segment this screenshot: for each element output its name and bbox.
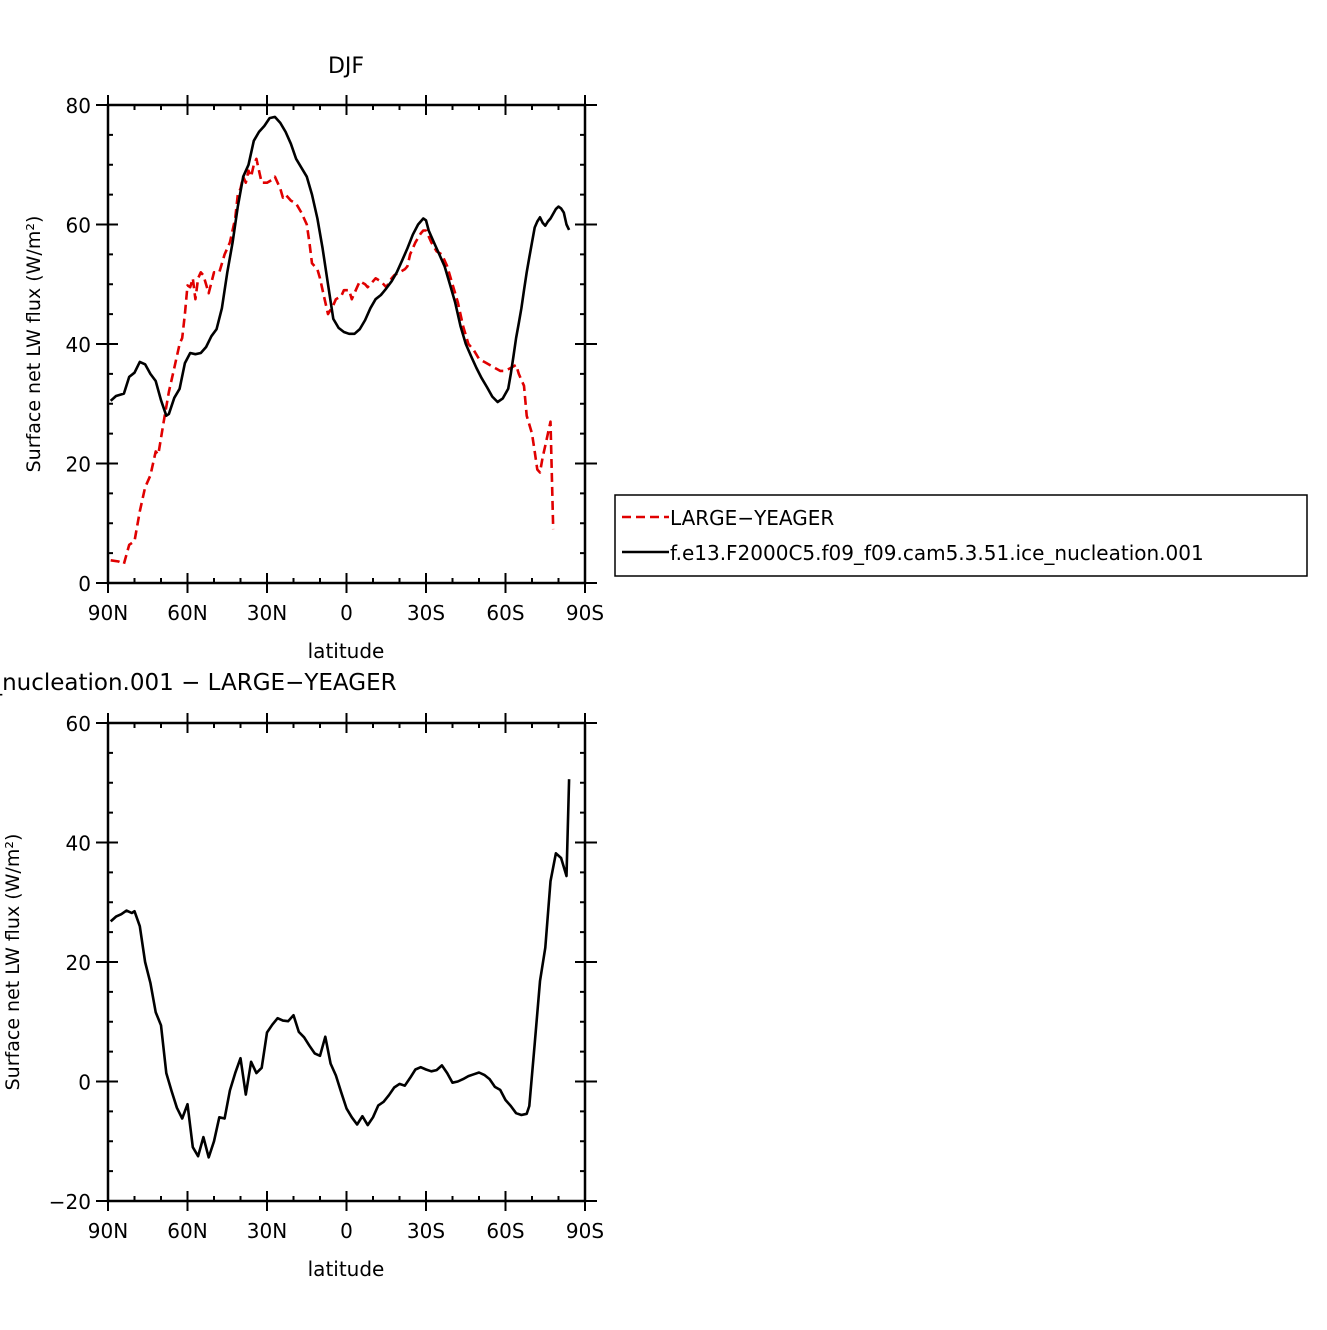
top-frame <box>106 103 587 585</box>
top-ytick-label: 80 <box>66 94 91 118</box>
top-xtick-label: 90S <box>566 601 604 625</box>
bottom-ylabel: Surface net LW flux (W/m²) <box>2 834 24 1091</box>
bottom-ytick-label: 60 <box>66 712 91 736</box>
bottom-xtick-label: 90S <box>566 1219 604 1243</box>
legend-box <box>614 494 1308 577</box>
legend: LARGE−YEAGER f.e13.F2000C5.f09_f09.cam5.… <box>614 494 1308 577</box>
top-xtick-label: 30S <box>407 601 445 625</box>
legend-label-1: LARGE−YEAGER <box>670 506 834 530</box>
top-ytick-label: 60 <box>66 214 91 238</box>
bottom-ytick-label: 0 <box>78 1071 91 1095</box>
top-ytick-label: 20 <box>66 453 91 477</box>
bottom-xlabel: latitude <box>308 1257 385 1281</box>
bottom-xtick-label: 90N <box>88 1219 128 1243</box>
bottom-title: f.e13.F2000C5.f09_f09.cam5.3.51.ice_nucl… <box>0 670 397 696</box>
bottom-series-line-1 <box>109 779 571 1159</box>
bottom-plot-area: 90N 60N 30N 0 30S 60S 90S −20 0 20 40 60 <box>49 712 604 1243</box>
top-series-line-2 <box>109 115 571 418</box>
top-panel: DJF 90N 60N 30N 0 30S 60S 90S 0 20 40 60 80 latitud… <box>23 54 604 663</box>
bottom-panel: f.e13.F2000C5.f09_f09.cam5.3.51.ice_nucl… <box>0 670 604 1281</box>
top-xtick-label: 30N <box>247 601 287 625</box>
bottom-ytick-label: 20 <box>66 951 91 975</box>
top-title: DJF <box>328 54 364 79</box>
top-ytick-label: 0 <box>78 572 91 596</box>
top-ytick-label: 40 <box>66 333 91 357</box>
top-ylabel: Surface net LW flux (W/m²) <box>23 216 45 473</box>
bottom-xtick-label: 0 <box>340 1219 353 1243</box>
bottom-xtick-label: 60S <box>486 1219 524 1243</box>
top-series-line-1 <box>110 157 555 566</box>
bottom-xtick-label: 60N <box>167 1219 207 1243</box>
top-xtick-label: 60N <box>167 601 207 625</box>
bottom-frame <box>106 721 587 1203</box>
top-xtick-label: 60S <box>486 601 524 625</box>
top-xtick-label: 0 <box>340 601 353 625</box>
bottom-xtick-label: 30N <box>247 1219 287 1243</box>
top-plot-area: 90N 60N 30N 0 30S 60S 90S 0 20 40 60 80 <box>66 94 605 625</box>
top-xtick-label: 90N <box>88 601 128 625</box>
bottom-xtick-label: 30S <box>407 1219 445 1243</box>
bottom-ytick-label: 40 <box>66 832 91 856</box>
bottom-ytick-label: −20 <box>49 1190 91 1214</box>
legend-label-2: f.e13.F2000C5.f09_f09.cam5.3.51.ice_nucl… <box>670 541 1204 565</box>
top-xlabel: latitude <box>308 639 385 663</box>
